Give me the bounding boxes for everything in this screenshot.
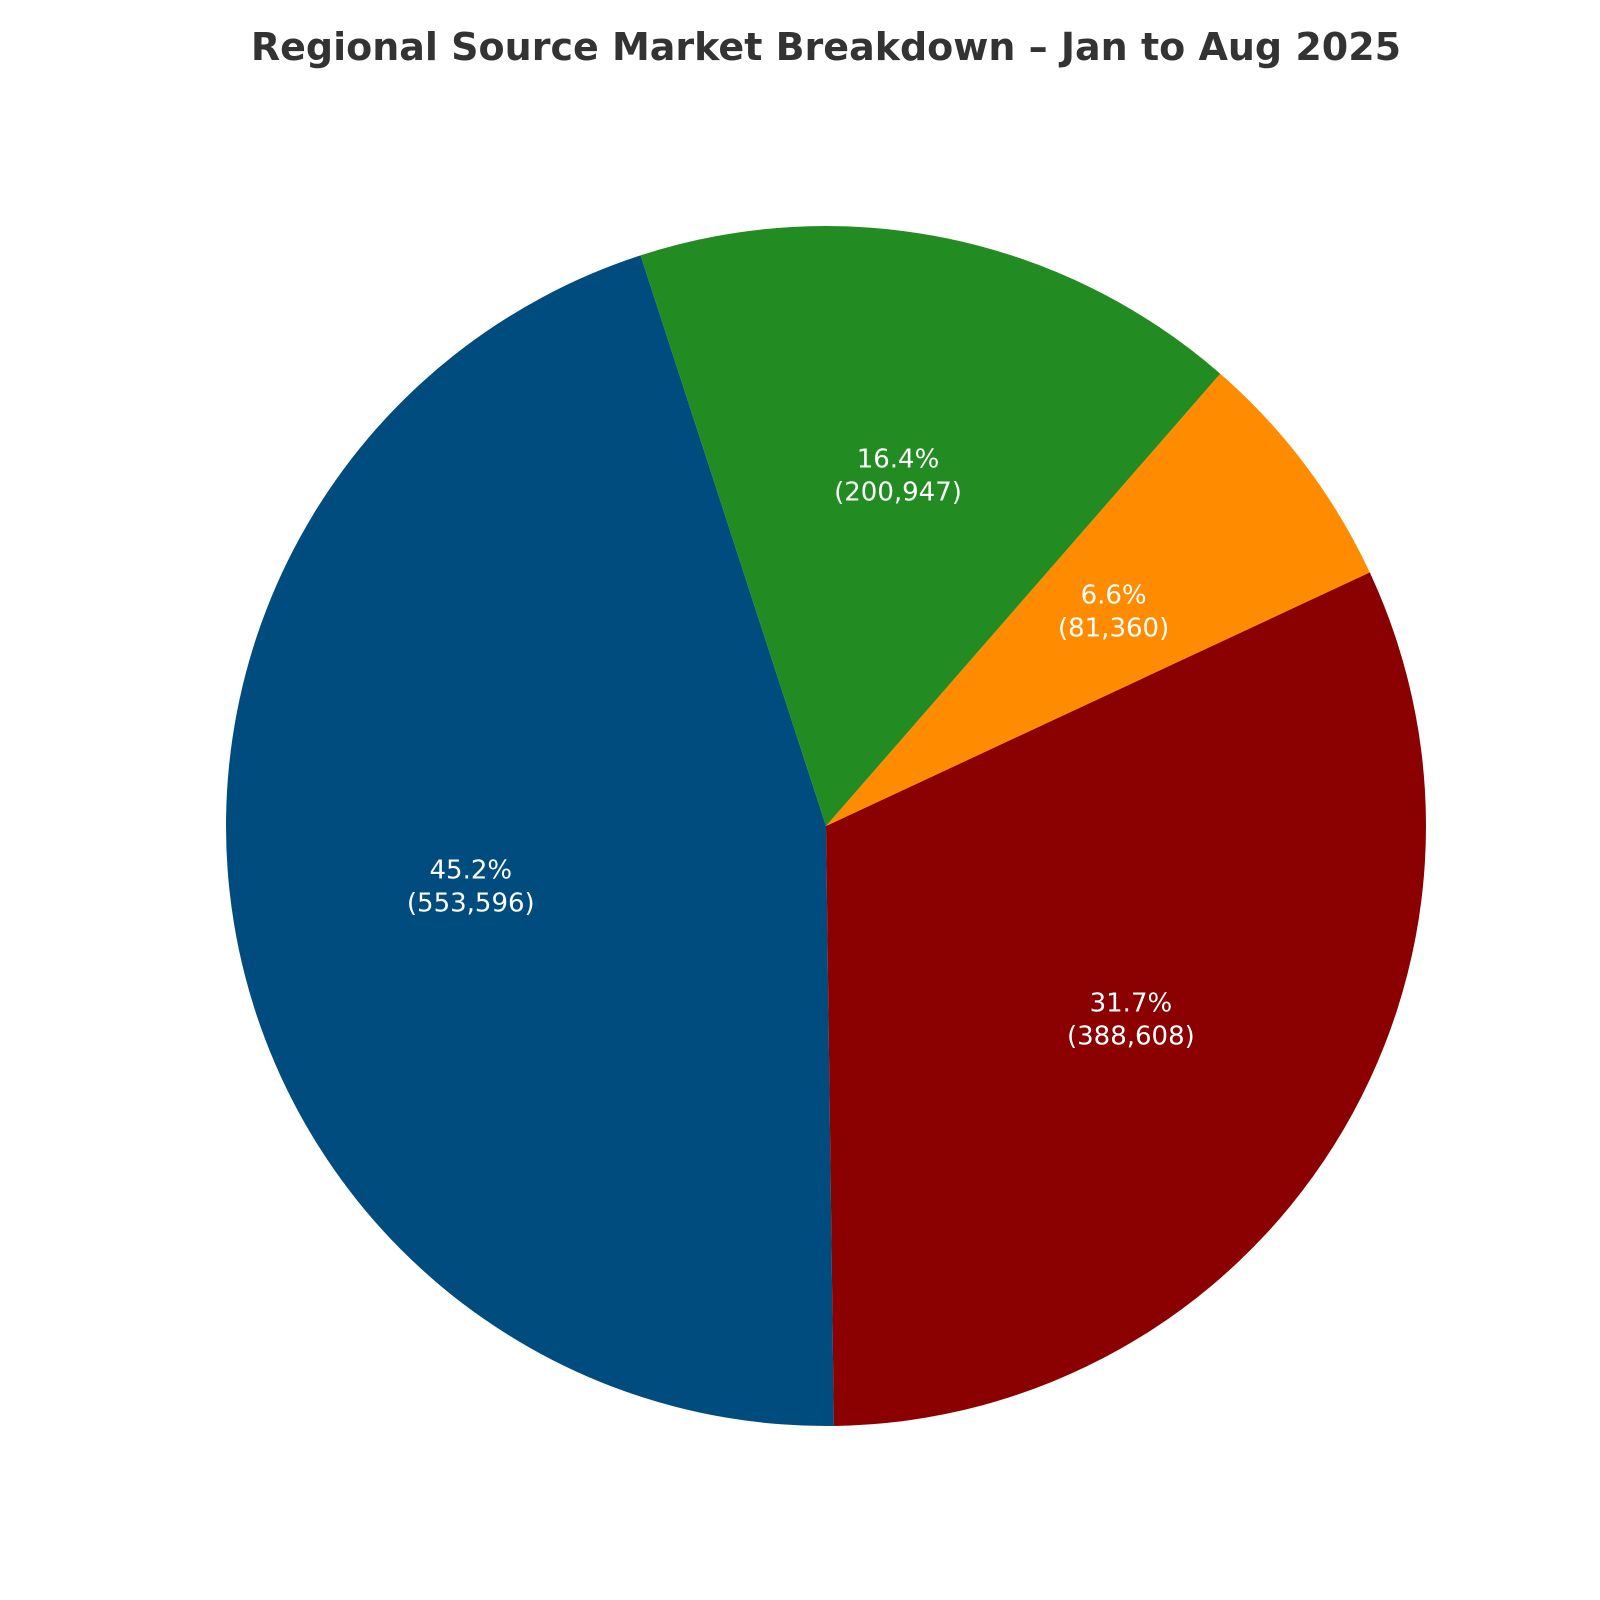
pie-slice (826, 572, 1426, 1426)
pie-slice (640, 226, 1221, 826)
pie-slices (226, 226, 1426, 1427)
slice-value-label: (553,596) (407, 889, 535, 919)
slice-percent-label: 16.4% (857, 444, 940, 474)
slice-value-label: (81,360) (1058, 614, 1169, 644)
pie-labels: 45.2%(553,596) 31.7%(388,608) 6.6%(81,360)… (407, 444, 1195, 1051)
pie-slice (226, 255, 834, 1427)
slice-value-label: (388,608) (1067, 1021, 1195, 1051)
slice-value-label: (200,947) (834, 477, 962, 507)
chart-title: Regional Source Market Breakdown – Jan t… (251, 25, 1401, 69)
slice-percent-label: 31.7% (1090, 988, 1173, 1018)
pie-slice (826, 373, 1370, 826)
slice-percent-label: 45.2% (429, 856, 512, 886)
slice-percent-label: 6.6% (1081, 581, 1147, 611)
